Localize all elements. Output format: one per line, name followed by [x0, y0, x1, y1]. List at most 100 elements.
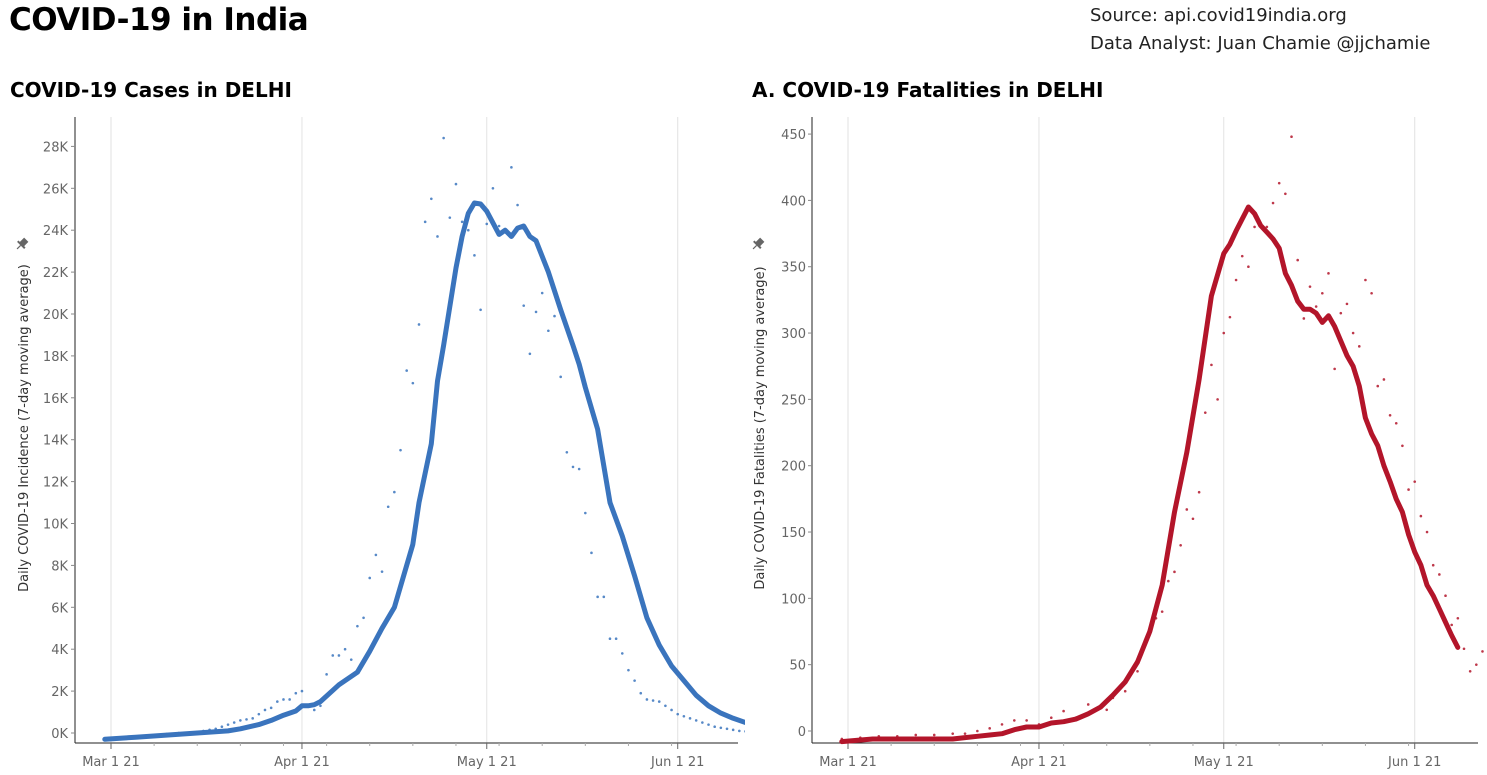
fatalities-y-tick-label: 50 [789, 659, 806, 674]
fatalities-daily-point [1364, 278, 1367, 282]
fatalities-daily-point [1277, 181, 1281, 185]
pin-icon-needle [752, 244, 758, 250]
cases-daily-point [540, 291, 544, 295]
cases-daily-point [479, 308, 482, 312]
fatalities-daily-point [1456, 616, 1460, 620]
cases-daily-point [473, 254, 476, 257]
cases-daily-point [466, 228, 470, 232]
fatalities-daily-point [1290, 135, 1293, 139]
fatalities-y-tick-label: 300 [781, 327, 806, 342]
cases-daily-point [565, 450, 569, 454]
cases-daily-point [226, 723, 230, 726]
fatalities-daily-point [1203, 411, 1207, 414]
cases-daily-point [528, 352, 532, 356]
cases-daily-point [713, 725, 716, 729]
cases-daily-point [627, 668, 630, 672]
cases-daily-point [522, 304, 526, 307]
fatalities-daily-point [1333, 367, 1336, 371]
fatalities-daily-point [1388, 413, 1392, 417]
fatalities-daily-point [1431, 563, 1435, 567]
fatalities-daily-point [1160, 610, 1164, 613]
cases-y-tick-label: 28K [43, 140, 69, 155]
cases-daily-point [620, 652, 624, 655]
cases-daily-point [288, 698, 291, 701]
fatalities-daily-point [951, 732, 955, 735]
cases-daily-point [417, 323, 421, 326]
cases-daily-point [380, 570, 384, 573]
cases-daily-point [294, 691, 298, 695]
cases-daily-point [688, 717, 692, 720]
cases-daily-point [608, 637, 612, 641]
cases-daily-point [245, 718, 248, 721]
cases-y-tick-label: 14K [43, 434, 69, 449]
cases-daily-point [682, 714, 686, 718]
cases-x-tick-label: May 1 21 [457, 755, 517, 770]
fatalities-daily-point [914, 733, 918, 737]
cases-daily-point [423, 220, 427, 224]
fatalities-daily-point [1351, 331, 1355, 335]
fatalities-daily-point [988, 727, 991, 730]
fatalities-daily-point [1136, 670, 1139, 673]
fatalities-daily-point [1265, 225, 1269, 229]
cases-daily-point [269, 706, 273, 710]
fatalities-daily-point [1173, 570, 1176, 574]
cases-y-tick-label: 22K [43, 266, 69, 281]
fatalities-moving-average-line [839, 204, 1461, 745]
cases-daily-point [251, 717, 254, 720]
cases-daily-point [399, 448, 402, 452]
cases-daily-point [547, 329, 550, 333]
fatalities-y-tick-label: 0 [798, 725, 806, 740]
page-title: COVID-19 in India [9, 2, 309, 38]
cases-chart-title: COVID-19 Cases in DELHI [10, 78, 292, 102]
fatalities-daily-point [1382, 378, 1386, 381]
cases-daily-point [602, 595, 606, 599]
cases-daily-point [719, 726, 723, 730]
fatalities-y-tick-label: 450 [781, 128, 806, 143]
cases-daily-point [664, 704, 667, 708]
cases-daily-point [497, 224, 501, 228]
cases-daily-point [725, 727, 729, 731]
fatalities-daily-point [1314, 305, 1318, 308]
fatalities-daily-point [1271, 201, 1275, 205]
cases-daily-point [312, 708, 316, 712]
fatalities-daily-point [1197, 490, 1201, 494]
cases-daily-point [393, 490, 396, 494]
cases-daily-point [584, 511, 587, 515]
fatalities-x-tick-label: Jun 1 21 [1387, 755, 1441, 770]
pin-icon [16, 237, 29, 250]
fatalities-y-axis-label: Daily COVID-19 Fatalities (7-day moving … [753, 266, 768, 589]
cases-daily-point [257, 712, 261, 716]
fatalities-x-tick-label: Mar 1 21 [819, 755, 877, 770]
fatalities-daily-point [1185, 508, 1189, 511]
cases-daily-point [362, 616, 365, 620]
cases-daily-point [701, 721, 704, 724]
fatalities-daily-point [1105, 708, 1109, 712]
cases-daily-point [430, 197, 433, 201]
fatalities-x-tick-label: Apr 1 21 [1011, 755, 1067, 770]
cases-daily-point [325, 673, 328, 676]
cases-daily-point [263, 708, 267, 712]
cases-daily-point [534, 310, 538, 314]
cases-daily-point [738, 729, 741, 733]
pin-icon-base [17, 240, 26, 249]
cases-y-axis-label: Daily COVID-19 Incidence (7-day moving a… [17, 264, 32, 592]
cases-y-tick-label: 6K [51, 601, 68, 616]
cases-daily-point [300, 689, 304, 693]
cases-y-tick-label: 12K [43, 476, 69, 491]
fatalities-y-tick-label: 200 [781, 460, 806, 475]
fatalities-daily-point [1000, 723, 1004, 726]
fatalities-daily-point [1013, 719, 1016, 722]
cases-daily-point [349, 658, 353, 661]
source-text: Source: api.covid19india.org [1090, 5, 1347, 26]
cases-daily-point [276, 700, 279, 703]
fatalities-daily-point [932, 733, 936, 737]
fatalities-daily-point [1407, 488, 1410, 491]
cases-daily-point [282, 698, 285, 701]
fatalities-daily-point [1247, 265, 1250, 269]
fatalities-daily-point [1413, 480, 1417, 483]
cases-daily-point [645, 698, 649, 701]
cases-y-tick-label: 4K [51, 643, 68, 658]
cases-y-tick-label: 8K [51, 559, 68, 574]
fatalities-daily-point [1253, 225, 1256, 229]
